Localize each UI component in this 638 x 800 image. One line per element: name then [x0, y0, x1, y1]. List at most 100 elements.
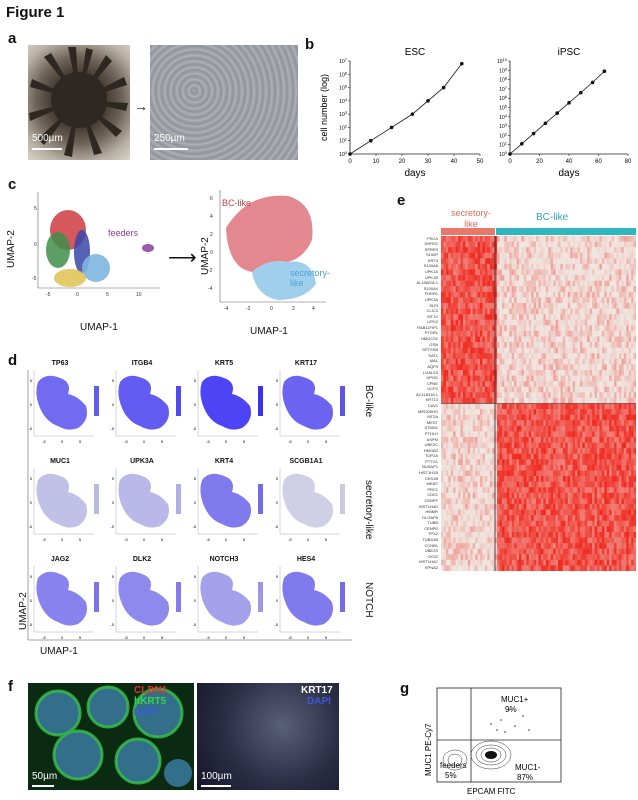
heatmap-cell	[450, 515, 454, 522]
heatmap-cell	[516, 526, 520, 533]
heatmap-cell	[611, 247, 615, 254]
heatmap-cell	[519, 403, 522, 410]
heatmap-cell	[465, 286, 469, 293]
heatmap-cell	[592, 464, 595, 471]
heatmap-cell	[516, 381, 520, 388]
heatmap-cell	[597, 487, 600, 494]
heatmap-cell	[450, 286, 454, 293]
heatmap-cell	[450, 291, 454, 298]
heatmap-cell	[458, 347, 461, 354]
heatmap-cell	[528, 275, 532, 281]
heatmap-cell	[462, 252, 466, 259]
heatmap-cell	[441, 319, 444, 326]
heatmap-cell	[572, 543, 576, 549]
heatmap-cell	[487, 297, 491, 304]
heatmap-cell	[616, 498, 620, 505]
heatmap-cell	[470, 263, 473, 270]
heatmap-cell	[579, 442, 583, 449]
heatmap-cell	[577, 342, 581, 348]
heatmap-cell	[579, 347, 583, 354]
tick-x: -5	[288, 439, 292, 444]
heatmap-cell	[609, 476, 612, 482]
heatmap-cell	[475, 269, 478, 276]
heatmap-cell	[531, 392, 534, 399]
heatmap-cell	[601, 520, 605, 527]
heatmap-cell	[570, 319, 573, 326]
heatmap-cell	[562, 397, 566, 404]
heatmap-cell	[565, 386, 569, 393]
heatmap-cell	[445, 342, 449, 348]
heatmap-cell	[545, 409, 549, 415]
heatmap-cell	[460, 420, 464, 427]
heatmap-cell	[538, 291, 542, 298]
heatmap-cell	[514, 487, 517, 494]
heatmap-cell	[494, 353, 498, 360]
heatmap-cell	[582, 330, 586, 337]
heatmap-cell	[448, 247, 452, 254]
heatmap-cell	[614, 258, 617, 265]
heatmap-cell	[604, 504, 608, 510]
heatmap-cell	[511, 319, 515, 326]
feature-plot-svg: -5 0 550-5	[274, 566, 345, 640]
heatmap-cell	[626, 453, 629, 460]
tick-x: 5	[161, 537, 164, 542]
heatmap-cell	[497, 504, 500, 510]
heatmap-cell	[501, 358, 505, 365]
heatmap-cell	[445, 420, 449, 427]
heatmap-cell	[626, 308, 629, 315]
heatmap-cell	[487, 420, 491, 427]
heatmap-cell	[450, 319, 454, 326]
gene-label: MT1X	[427, 313, 438, 319]
heatmap-cell	[628, 347, 632, 354]
heatmap-cell	[441, 498, 444, 505]
heatmap-cell	[606, 236, 610, 242]
heatmap-cell	[443, 370, 447, 376]
heatmap-cell	[470, 431, 473, 438]
feature-plot: ITGB4 -5 0 5 5 0 -5	[110, 356, 190, 450]
heatmap-cell	[558, 358, 561, 365]
heatmap-cell	[506, 464, 510, 471]
gene-label: PTGR1	[424, 330, 438, 336]
heatmap-cell	[477, 325, 481, 332]
heatmap-cell	[621, 330, 625, 337]
tick-y: 5	[276, 574, 279, 579]
heatmap-cell	[441, 353, 444, 360]
heatmap-cell	[553, 330, 556, 337]
heatmap-cell	[575, 492, 578, 499]
heatmap-cell	[523, 386, 527, 393]
heatmap-cell	[570, 291, 573, 298]
heatmap-cell	[577, 425, 581, 432]
heatmap-cell	[462, 515, 466, 522]
heatmap-cell	[470, 252, 473, 259]
heatmap-cell	[516, 241, 520, 248]
heatmap-cell	[548, 431, 551, 438]
heatmap-cell	[633, 325, 636, 332]
heatmap-cell	[631, 554, 634, 561]
heatmap-cell	[567, 364, 571, 371]
heatmap-cell	[450, 342, 454, 348]
heatmap-cell	[592, 392, 595, 399]
heatmap-cell	[623, 297, 627, 304]
heatmap-cell	[511, 453, 515, 460]
heatmap-cell	[504, 459, 508, 466]
heatmap-cell	[611, 330, 615, 337]
heatmap-cell	[475, 526, 478, 533]
heatmap-cell	[540, 431, 544, 438]
heatmap-cell	[504, 263, 508, 270]
heatmap-cell	[489, 448, 493, 455]
heatmap-cell	[480, 537, 483, 544]
heatmap-cell	[540, 554, 544, 561]
heatmap-cell	[562, 425, 566, 432]
heatmap-cell	[441, 531, 444, 538]
heatmap-cell	[441, 347, 444, 354]
heatmap-cell	[584, 453, 588, 460]
gene-label: CPNE	[426, 380, 438, 386]
heatmap-cell	[584, 325, 588, 332]
gene-label: AL158206.1	[416, 280, 438, 286]
heatmap-cell	[579, 520, 583, 527]
heatmap-cell	[497, 453, 500, 460]
heatmap-cell	[582, 297, 586, 304]
heatmap-cell	[577, 303, 581, 309]
heatmap-cell	[594, 531, 598, 538]
heatmap-cell	[604, 381, 608, 388]
